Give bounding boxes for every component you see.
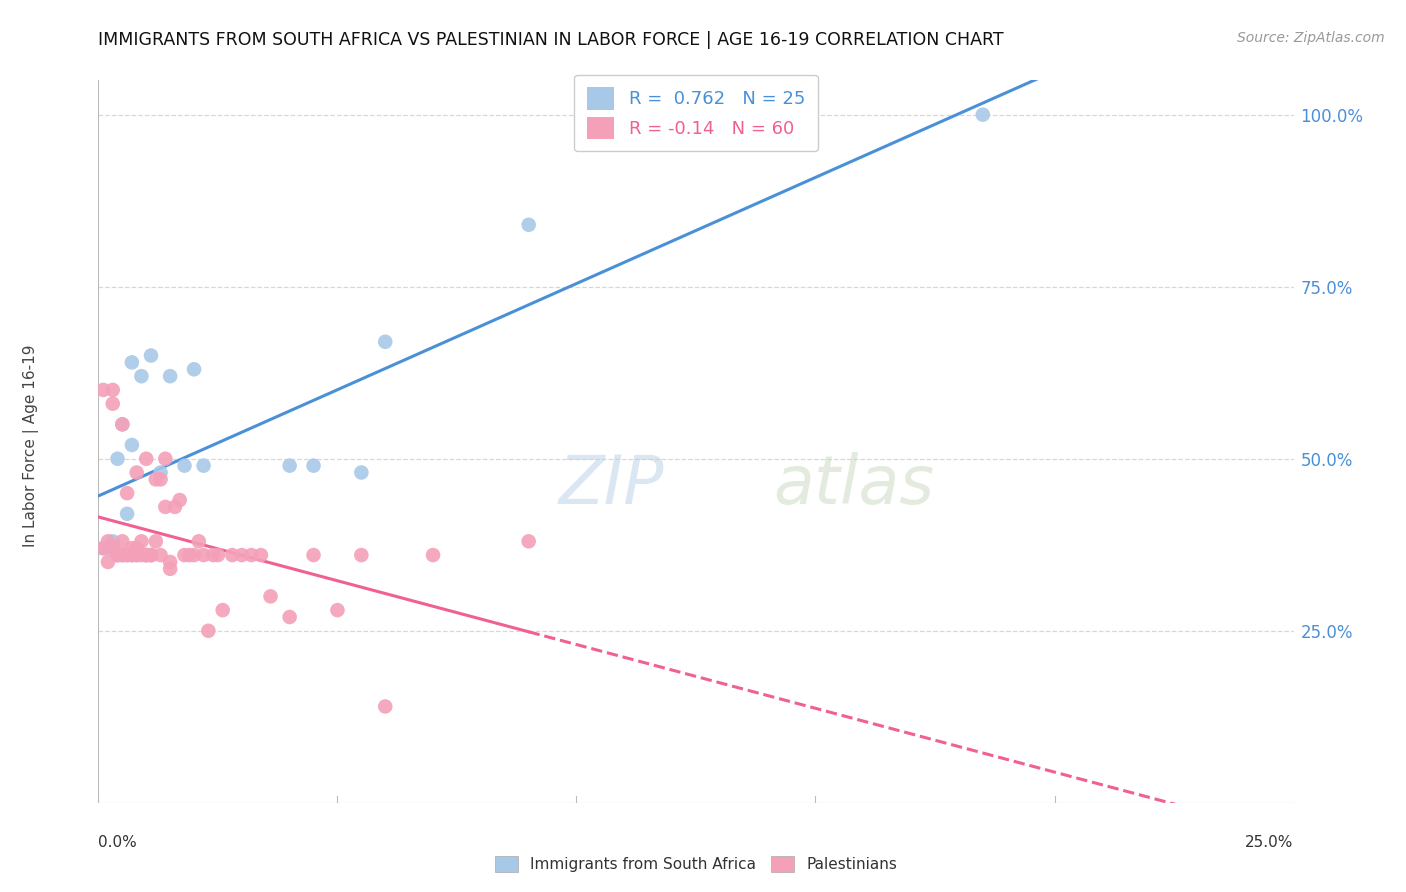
Point: [240, 548, 263, 562]
Point: [374, 699, 396, 714]
Point: [159, 562, 181, 576]
Point: [135, 548, 157, 562]
Point: [326, 603, 349, 617]
Point: [374, 334, 396, 349]
Point: [125, 548, 148, 562]
Point: [149, 548, 172, 562]
Point: [350, 466, 373, 480]
Point: [131, 369, 153, 384]
Point: [197, 624, 219, 638]
Point: [183, 548, 205, 562]
Point: [111, 417, 134, 432]
Point: [125, 548, 148, 562]
Point: [231, 548, 253, 562]
Point: [211, 603, 233, 617]
Point: [159, 555, 181, 569]
Point: [278, 610, 301, 624]
Point: [145, 534, 167, 549]
Point: [139, 548, 162, 562]
Point: [207, 548, 229, 562]
Point: [111, 548, 134, 562]
Point: [101, 383, 124, 397]
Point: [107, 548, 129, 562]
Point: [193, 458, 215, 473]
Point: [139, 548, 162, 562]
Point: [155, 500, 177, 514]
Point: [97, 534, 120, 549]
Point: [91, 541, 114, 556]
Point: [972, 108, 994, 122]
Point: [97, 541, 120, 556]
Point: [97, 555, 120, 569]
Point: [155, 451, 177, 466]
Point: [173, 458, 195, 473]
Point: [173, 548, 195, 562]
Legend: Immigrants from South Africa, Palestinians: Immigrants from South Africa, Palestinia…: [489, 850, 903, 879]
Point: [107, 451, 129, 466]
Point: [139, 349, 162, 363]
Point: [115, 507, 138, 521]
Point: [278, 458, 301, 473]
Point: [121, 438, 143, 452]
Point: [193, 548, 215, 562]
Point: [169, 493, 191, 508]
Point: [163, 500, 186, 514]
Point: [115, 486, 138, 500]
Point: [125, 466, 148, 480]
Point: [121, 548, 143, 562]
Point: [302, 548, 325, 562]
Point: [121, 548, 143, 562]
Point: [517, 218, 540, 232]
Point: [159, 369, 181, 384]
Point: [179, 548, 201, 562]
Point: [250, 548, 273, 562]
Point: [187, 534, 209, 549]
Point: [202, 548, 225, 562]
Point: [145, 472, 167, 486]
Point: [111, 417, 134, 432]
Point: [149, 472, 172, 486]
Point: [101, 534, 124, 549]
Point: [517, 534, 540, 549]
Point: [107, 548, 129, 562]
Point: [149, 466, 172, 480]
Point: [101, 397, 124, 411]
Point: [131, 534, 153, 549]
Point: [131, 548, 153, 562]
Point: [139, 548, 162, 562]
Point: [91, 541, 114, 556]
Point: [91, 383, 114, 397]
Point: [111, 548, 134, 562]
Point: [183, 362, 205, 376]
Point: [135, 548, 157, 562]
Point: [115, 548, 138, 562]
Point: [115, 548, 138, 562]
Point: [135, 548, 157, 562]
Point: [101, 541, 124, 556]
Text: IMMIGRANTS FROM SOUTH AFRICA VS PALESTINIAN IN LABOR FORCE | AGE 16-19 CORRELATI: IMMIGRANTS FROM SOUTH AFRICA VS PALESTIN…: [98, 31, 1004, 49]
Text: atlas: atlas: [773, 452, 935, 518]
Point: [259, 590, 281, 604]
Point: [125, 541, 148, 556]
Text: ZIP: ZIP: [558, 452, 664, 518]
Point: [302, 458, 325, 473]
Text: In Labor Force | Age 16-19: In Labor Force | Age 16-19: [22, 344, 39, 548]
Point: [221, 548, 243, 562]
Point: [422, 548, 444, 562]
Text: Source: ZipAtlas.com: Source: ZipAtlas.com: [1237, 31, 1385, 45]
Point: [121, 541, 143, 556]
Point: [135, 451, 157, 466]
Point: [111, 534, 134, 549]
Text: 25.0%: 25.0%: [1246, 836, 1294, 850]
Text: 0.0%: 0.0%: [98, 836, 138, 850]
Point: [107, 548, 129, 562]
Point: [350, 548, 373, 562]
Point: [121, 355, 143, 369]
